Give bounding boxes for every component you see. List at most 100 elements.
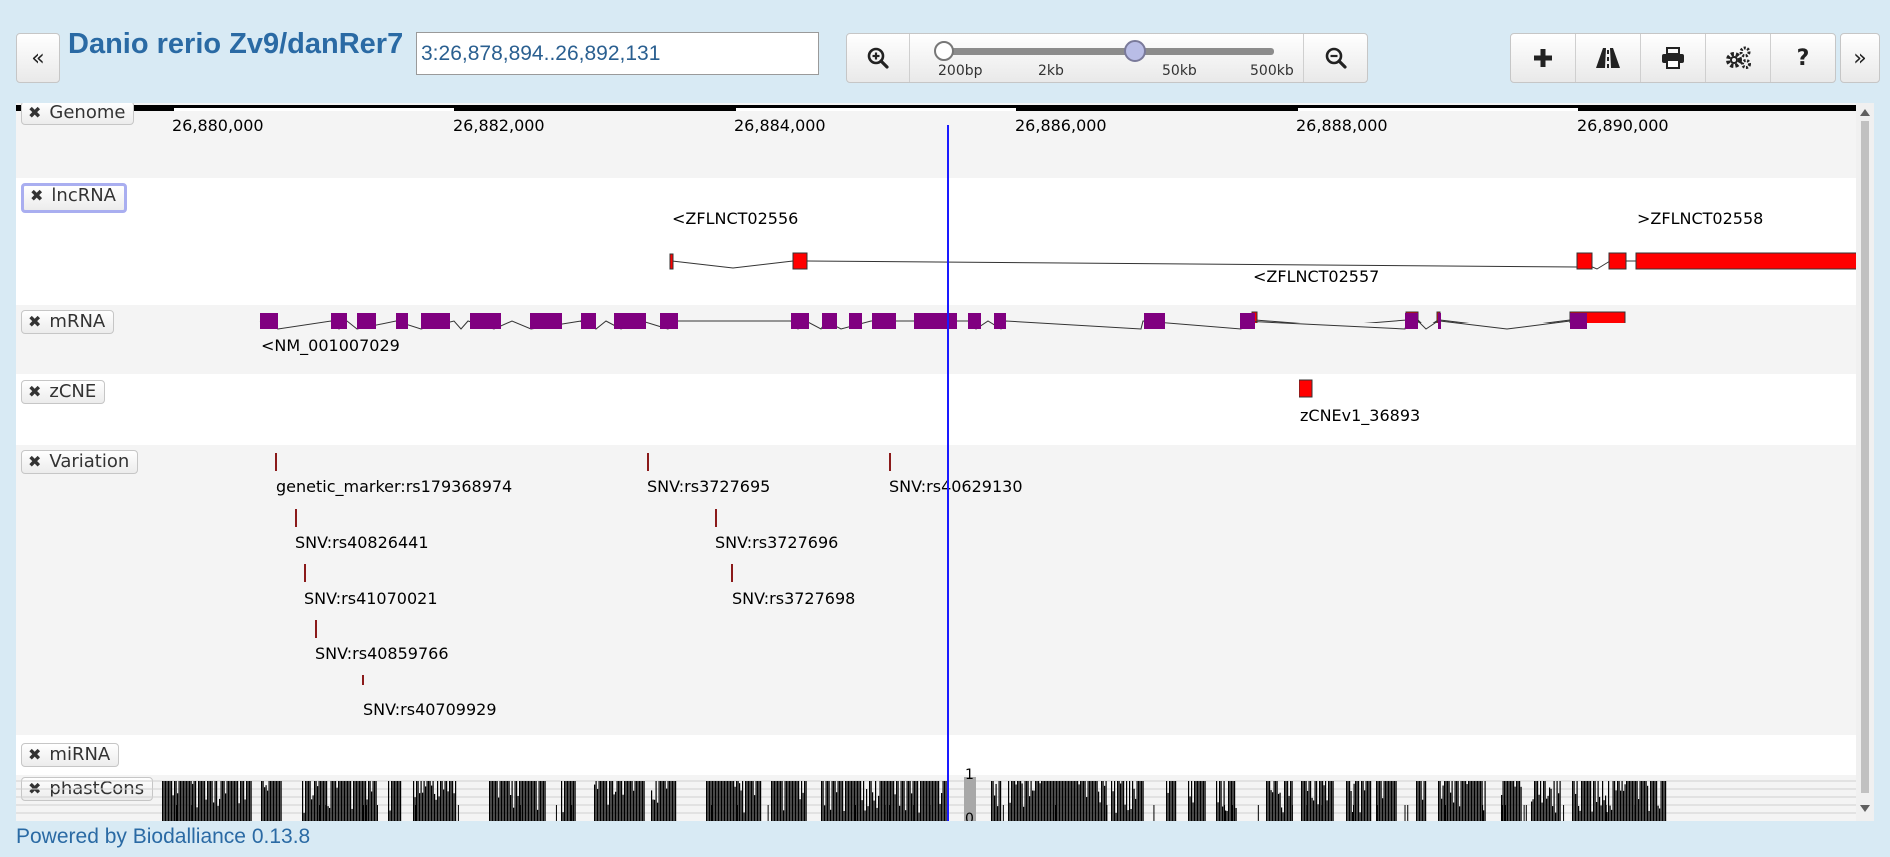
zcne-feature[interactable] xyxy=(1299,378,1319,398)
phastcons-bar xyxy=(261,781,263,821)
lncrna-transcript-zflnct02556[interactable] xyxy=(669,252,1579,270)
phastcons-bar xyxy=(597,788,599,821)
phastcons-bar xyxy=(1638,799,1640,821)
track-label-variation[interactable]: ✖ Variation xyxy=(21,450,139,474)
lncrna-transcript-zflnct02558[interactable] xyxy=(1576,252,1856,270)
phastcons-bar xyxy=(660,781,662,821)
phastcons-bar xyxy=(752,781,754,821)
phastcons-bar xyxy=(1508,781,1510,821)
close-icon[interactable]: ✖ xyxy=(28,452,42,471)
phastcons-bar xyxy=(1504,781,1506,821)
phastcons-bar xyxy=(426,781,428,821)
phastcons-bar xyxy=(869,781,871,821)
phastcons-bar xyxy=(1350,790,1352,821)
phastcons-bar xyxy=(1084,781,1086,821)
scroll-down-icon[interactable] xyxy=(1859,803,1871,815)
phastcons-bar xyxy=(616,781,618,821)
phastcons-bar xyxy=(1123,781,1125,821)
phastcons-bar xyxy=(658,781,660,821)
phastcons-bar xyxy=(537,809,539,821)
close-icon[interactable]: ✖ xyxy=(28,382,42,401)
phastcons-bar xyxy=(1662,781,1664,821)
phastcons-bar xyxy=(857,781,859,821)
zoom-slider-min-handle[interactable] xyxy=(934,41,954,61)
phastcons-bar xyxy=(615,791,617,821)
phastcons-bar xyxy=(538,781,540,821)
track-label-lncrna[interactable]: ✖ lncRNA xyxy=(21,183,127,213)
help-button[interactable]: ? xyxy=(1771,34,1835,82)
phastcons-bar xyxy=(1444,781,1446,821)
phastcons-bar xyxy=(525,781,527,821)
phastcons-bar xyxy=(1441,798,1443,821)
scrollbar-thumb[interactable] xyxy=(1861,121,1869,793)
phastcons-bar xyxy=(727,781,729,821)
phastcons-bar xyxy=(870,781,872,821)
close-icon[interactable]: ✖ xyxy=(30,186,44,205)
phastcons-bar xyxy=(231,781,233,821)
zoom-slider-track[interactable] xyxy=(944,48,1274,55)
phastcons-bar xyxy=(888,781,890,821)
phastcons-bar xyxy=(511,781,513,821)
phastcons-bar xyxy=(1471,781,1473,821)
phastcons-bar xyxy=(1216,781,1218,821)
phastcons-bar xyxy=(1225,810,1227,821)
phastcons-bar xyxy=(264,787,266,821)
phastcons-bar xyxy=(1124,804,1126,821)
settings-button[interactable] xyxy=(1706,34,1770,82)
phastcons-bar xyxy=(709,781,711,821)
zoom-in-button[interactable] xyxy=(847,34,909,82)
phastcons-bar xyxy=(882,781,884,821)
highlight-region-button[interactable] xyxy=(1576,34,1640,82)
track-label-genome[interactable]: ✖ Genome xyxy=(21,103,135,125)
collapse-right-button[interactable]: » xyxy=(1840,33,1880,83)
phastcons-bar xyxy=(1096,781,1098,821)
center-cursor-line xyxy=(947,125,949,821)
phastcons-bar xyxy=(315,781,317,821)
scroll-up-icon[interactable] xyxy=(1859,106,1871,118)
phastcons-bar xyxy=(238,803,240,821)
phastcons-bar xyxy=(861,800,863,821)
zoom-out-button[interactable] xyxy=(1304,34,1368,82)
mrna-features[interactable] xyxy=(16,305,1856,375)
close-icon[interactable]: ✖ xyxy=(28,745,42,764)
location-input[interactable] xyxy=(416,32,819,75)
phastcons-bar xyxy=(1593,781,1595,821)
zoom-slider-handle[interactable] xyxy=(1124,40,1146,62)
add-track-button[interactable] xyxy=(1511,34,1575,82)
phastcons-bar xyxy=(767,805,769,821)
phastcons-bar xyxy=(852,781,854,821)
phastcons-bar xyxy=(324,781,326,821)
phastcons-bar xyxy=(939,803,941,821)
phastcons-bar xyxy=(1104,785,1106,821)
phastcons-bar xyxy=(1590,781,1592,821)
track-label-mrna[interactable]: ✖ mRNA xyxy=(21,310,115,334)
phastcons-bar xyxy=(918,812,920,821)
phastcons-bar xyxy=(885,805,887,821)
phastcons-bar xyxy=(1048,781,1050,821)
biodalliance-link[interactable]: Biodalliance xyxy=(132,825,246,848)
track-label-mirna[interactable]: ✖ miRNA xyxy=(21,743,120,767)
phastcons-bar xyxy=(205,799,207,821)
close-icon[interactable]: ✖ xyxy=(28,103,42,122)
phastcons-bar xyxy=(432,781,434,821)
phastcons-bar xyxy=(994,795,996,821)
close-icon[interactable]: ✖ xyxy=(28,312,42,331)
phastcons-bar xyxy=(1191,781,1193,821)
phastcons-bar xyxy=(1600,805,1602,821)
print-button[interactable] xyxy=(1641,34,1705,82)
phastcons-bar xyxy=(1514,786,1516,821)
collapse-left-button[interactable]: « xyxy=(16,33,60,83)
phastcons-bar xyxy=(1516,781,1518,821)
track-label-zcne[interactable]: ✖ zCNE xyxy=(21,380,106,404)
phastcons-bar xyxy=(1050,781,1052,821)
phastcons-bar xyxy=(906,781,908,821)
phastcons-bar xyxy=(443,789,445,821)
phastcons-bar xyxy=(1422,799,1424,821)
phastcons-bar xyxy=(1531,801,1533,821)
phastcons-bar xyxy=(447,791,449,821)
phastcons-bar xyxy=(1502,781,1504,821)
phastcons-bar xyxy=(655,781,657,821)
phastcons-bar xyxy=(911,793,913,821)
phastcons-bar xyxy=(1305,781,1307,821)
phastcons-bar xyxy=(240,781,242,821)
